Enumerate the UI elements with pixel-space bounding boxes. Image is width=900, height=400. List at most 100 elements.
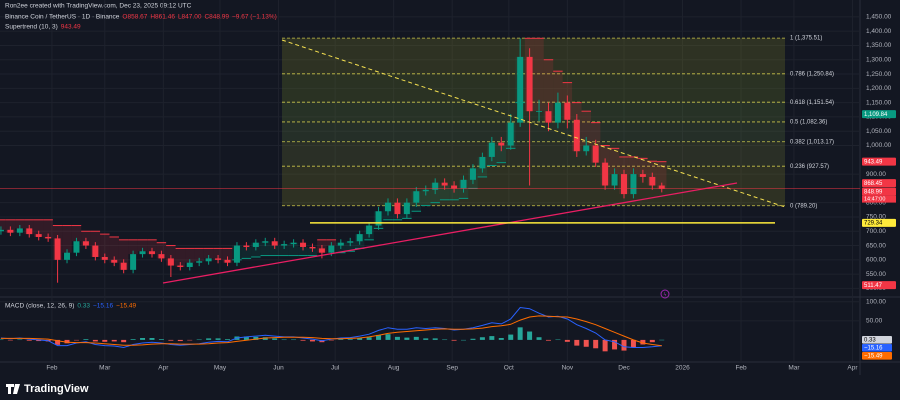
x-tick-label: Feb (735, 365, 747, 372)
countdown-badge (862, 195, 896, 203)
candle-body (224, 259, 231, 263)
y-tick-label: 750.00 (866, 214, 886, 221)
y-tick-label: 1,050.00 (866, 128, 892, 135)
candle-body (158, 254, 165, 259)
y-tick-label: 650.00 (866, 242, 886, 249)
y-tick-label: 550.00 (866, 271, 886, 278)
supertrend-fill (553, 71, 563, 103)
supertrend-fill (657, 161, 667, 189)
y-tick-label: 1,450.00 (866, 14, 892, 21)
macd-histogram (649, 339, 655, 343)
y-tick-label: 1,000.00 (866, 142, 892, 149)
header: Ron2ee created with TradingView.com, Dec… (5, 3, 192, 10)
x-tick-label: Nov (562, 365, 574, 372)
macd-histogram (498, 338, 504, 340)
candle-body (205, 258, 212, 262)
supertrend-fill (185, 248, 195, 263)
macd-histogram (55, 339, 61, 345)
supertrend-fill (543, 59, 554, 123)
macd-histogram (281, 339, 287, 341)
macd-histogram (7, 339, 13, 341)
macd-histogram (612, 339, 618, 350)
macd-histogram (177, 339, 183, 342)
candle-body (290, 242, 297, 245)
candle-body (139, 251, 146, 255)
candle-body (26, 228, 33, 235)
macd-histogram (508, 334, 514, 340)
macd-histogram (26, 339, 32, 341)
candle-body (517, 56, 524, 123)
macd-histogram (102, 339, 108, 342)
candle-body (403, 202, 410, 215)
macd-histogram (328, 339, 334, 341)
macd-histogram (404, 337, 410, 340)
supertrend-fill (137, 239, 148, 252)
x-tick-label: May (214, 365, 227, 372)
brand-logo (6, 384, 20, 394)
candle-body (384, 202, 391, 212)
indicator-value: 943.49 (61, 24, 81, 31)
macd-histogram (64, 339, 70, 344)
macd-legend-value: 0.33 (77, 303, 90, 310)
x-tick-label: Sep (446, 365, 458, 372)
candle-body (215, 258, 222, 260)
event-icon[interactable] (660, 289, 670, 299)
candle-body (639, 174, 646, 177)
supertrend-fill (33, 219, 44, 237)
supertrend-fill (175, 248, 186, 267)
macd-histogram (423, 338, 429, 340)
candle-body (460, 179, 467, 189)
macd-legend-value: −15.49 (116, 303, 136, 310)
fib-zone (282, 166, 785, 206)
candle-body (554, 102, 561, 123)
candle-body (441, 182, 448, 186)
supertrend-fill (213, 248, 223, 260)
candle-body (583, 145, 590, 152)
macd-badge (862, 335, 892, 344)
candle-body (507, 122, 514, 146)
macd-histogram (583, 339, 589, 347)
supertrend-fill (628, 156, 639, 175)
macd-histogram (338, 339, 344, 340)
y-tick-label: 600.00 (866, 257, 886, 264)
fib-zone (282, 141, 785, 167)
macd-histogram (517, 327, 523, 340)
x-tick-label: 2026 (675, 365, 690, 372)
macd-signal-line (0, 315, 662, 347)
candle-body (82, 241, 89, 246)
candle-body (318, 248, 325, 253)
ohlc-value: H861.46 (150, 14, 175, 21)
macd-histogram (413, 336, 419, 340)
x-tick-label: Dec (618, 365, 630, 372)
x-tick-label: Mar (788, 365, 800, 372)
indicator-name: Supertrend (10, 3) (5, 24, 58, 31)
candle-body (148, 251, 155, 255)
supertrend-fill (0, 219, 6, 230)
macd-histogram (36, 339, 42, 342)
symbol: Binance Coin / TetherUS · 1D · Binance (5, 14, 120, 21)
macd-histogram (206, 338, 212, 340)
candle-body (620, 174, 627, 195)
candle-body (243, 245, 250, 247)
candle-body (54, 238, 61, 260)
candle-body (573, 119, 580, 152)
supertrend-fill (118, 239, 129, 270)
macd-histogram (243, 336, 249, 340)
macd-histogram (574, 339, 580, 346)
macd-histogram (291, 339, 297, 341)
macd-histogram (640, 339, 646, 345)
candle-body (16, 228, 23, 233)
candle-body (469, 168, 476, 180)
candle-body (196, 261, 203, 263)
macd-histogram (309, 339, 315, 342)
fib-label: 0.786 (1,250.84) (790, 71, 834, 77)
candle-body (432, 182, 439, 190)
candle-body (375, 211, 382, 226)
macd-histogram (225, 339, 231, 340)
candle-body (337, 242, 344, 246)
x-tick-label: Apr (847, 365, 858, 372)
macd-legend-value: −15.16 (93, 303, 113, 310)
candle-body (422, 189, 429, 192)
supertrend-fill (534, 38, 544, 112)
